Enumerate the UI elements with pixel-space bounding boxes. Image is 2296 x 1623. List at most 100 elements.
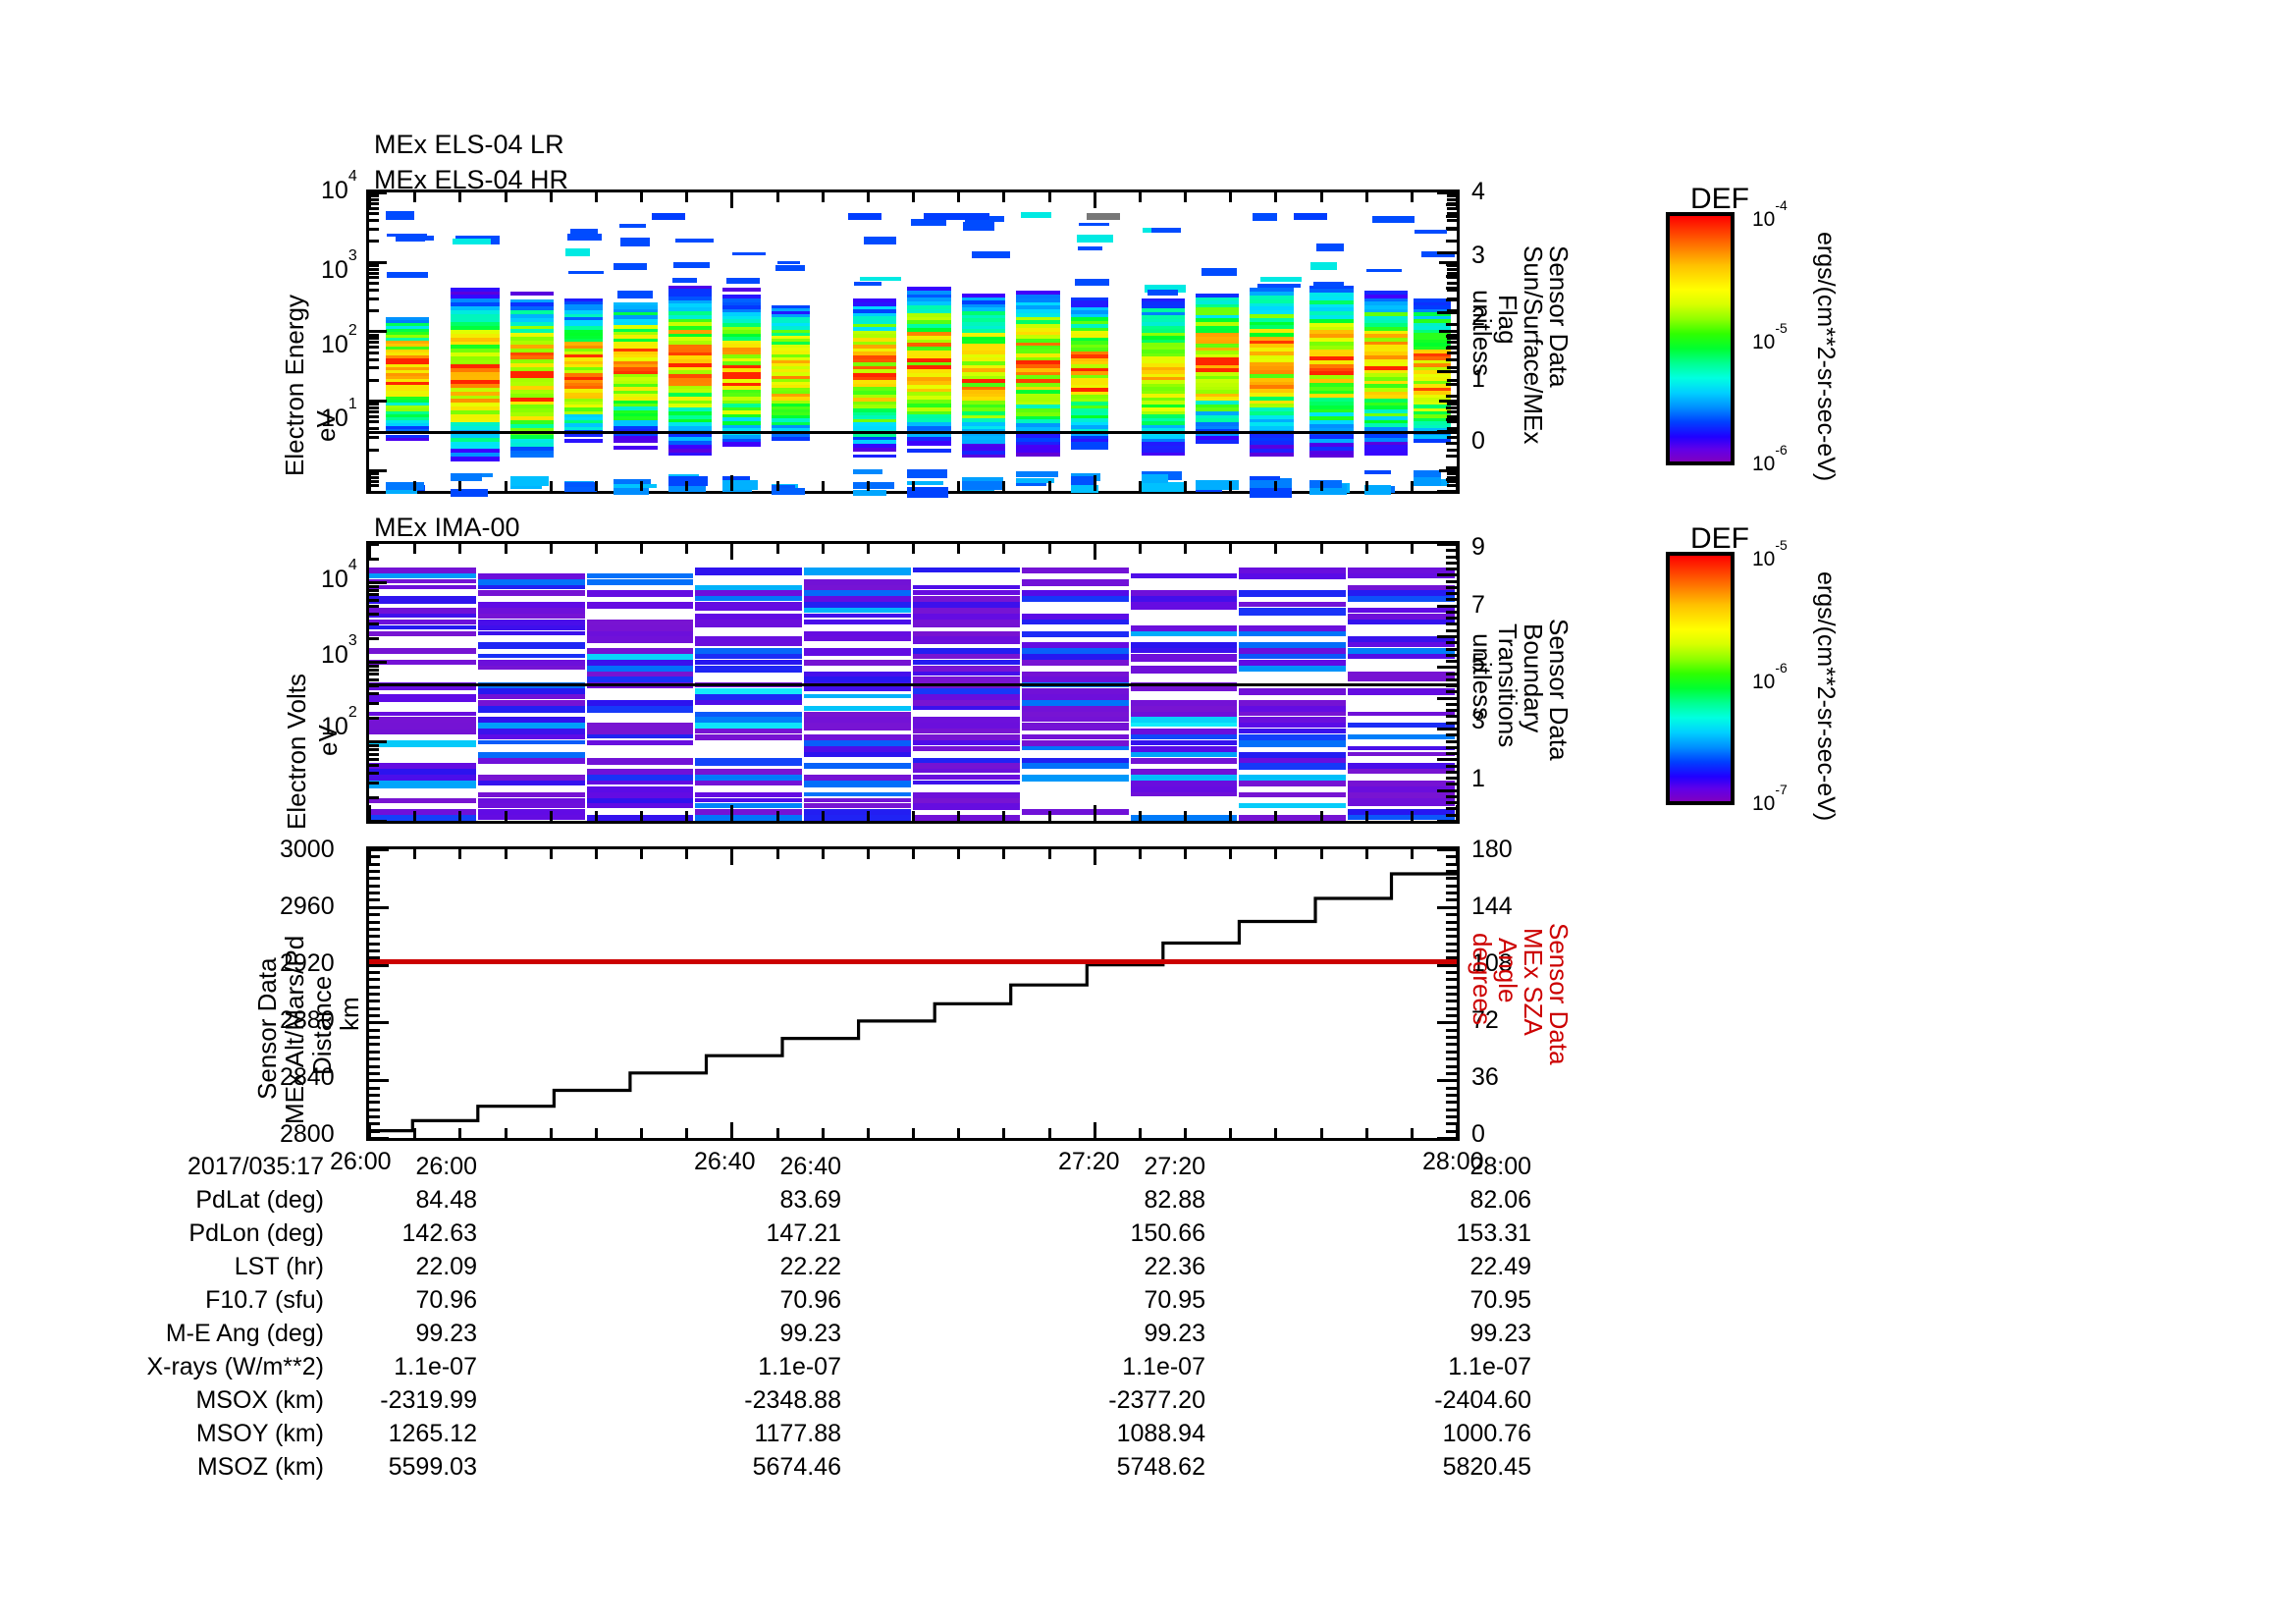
spectrogram-band (369, 596, 476, 605)
spectrogram-band (510, 366, 555, 372)
spectrogram-band (1363, 362, 1409, 367)
spectrogram-band (1021, 775, 1129, 782)
spectrogram-band (510, 344, 555, 350)
spectrogram-band (667, 344, 712, 350)
axis-tick (1437, 543, 1457, 546)
spectrogram-band (771, 345, 810, 349)
axis-tick (369, 598, 379, 602)
spectrogram-band (913, 769, 1020, 774)
spectrogram-blip (777, 260, 801, 264)
alt-ytick-2960: 2960 (280, 893, 335, 920)
axis-tick (1456, 544, 1459, 560)
spectrogram-band (853, 433, 897, 438)
spectrogram-band (853, 405, 897, 409)
sza-rtick-36: 36 (1471, 1063, 1499, 1091)
spectrogram-band (477, 590, 585, 596)
spectrogram-band (1309, 394, 1354, 399)
spectrogram-band (1309, 386, 1354, 392)
spectrogram-blip-low (564, 487, 599, 492)
spectrogram-band (1363, 369, 1409, 374)
spectrogram-band (564, 310, 604, 315)
spectrogram-band (1016, 390, 1060, 395)
spectrogram-band (1130, 739, 1238, 745)
axis-tick (821, 811, 825, 821)
spectrogram-band (369, 694, 476, 702)
sza-reference-line (369, 959, 1457, 965)
spectrogram-band (451, 310, 500, 315)
spectrogram-band (586, 803, 694, 808)
axis-tick (640, 544, 643, 554)
axis-tick (1446, 322, 1457, 326)
els-spectrogram-column (961, 293, 1006, 459)
spectrogram-band (477, 717, 585, 723)
spectrogram-band (1348, 572, 1455, 579)
spectrogram-band (1309, 382, 1354, 388)
spectrogram-band (771, 317, 810, 321)
axis-tick (640, 1128, 643, 1138)
axis-tick (1446, 1028, 1457, 1032)
els-spectrogram-column (510, 284, 555, 459)
spectrogram-band (853, 362, 897, 367)
spectrogram-band (614, 312, 658, 316)
spectrogram-band (614, 351, 658, 355)
spectrogram-band (1016, 423, 1060, 428)
spectrogram-band (369, 568, 476, 574)
table-cell: 22.36 (1144, 1253, 1205, 1280)
colorbar-els-mid-label: 10-5 (1752, 320, 1788, 353)
spectrogram-band (451, 375, 500, 381)
axis-tick (1446, 628, 1457, 632)
panel-ima-plot-area[interactable] (366, 541, 1460, 824)
spectrogram-blip-low (1250, 475, 1281, 481)
axis-tick (369, 757, 379, 761)
spectrogram-band (667, 326, 712, 331)
spectrogram-band (771, 421, 810, 426)
spectrogram-band (1196, 421, 1240, 427)
axis-tick (369, 288, 379, 292)
spectrogram-band (771, 323, 810, 327)
spectrogram-band (1016, 339, 1060, 344)
spectrogram-band (1363, 395, 1409, 400)
spectrogram-band (1309, 356, 1354, 361)
axis-tick (1138, 811, 1142, 821)
axis-tick (685, 811, 689, 821)
axis-tick (866, 811, 870, 821)
spectrogram-blip (1313, 281, 1345, 288)
spectrogram-blip (860, 276, 901, 282)
spectrogram-band (853, 411, 897, 416)
spectrogram-band (961, 311, 1006, 316)
els-spectrogram-column (1070, 297, 1109, 453)
spectrogram-band (614, 348, 658, 352)
spectrogram-band (586, 676, 694, 684)
spectrogram-band (804, 711, 911, 720)
spectrogram-blip-low (722, 475, 751, 483)
axis-tick (369, 795, 379, 799)
spectrogram-band (667, 445, 712, 450)
spectrogram-band (477, 757, 585, 765)
axis-tick (1002, 811, 1006, 821)
spectrogram-band (667, 441, 712, 446)
spectrogram-blip-low (907, 487, 949, 499)
spectrogram-band (1070, 398, 1109, 403)
spectrogram-band (1021, 648, 1129, 654)
spectrogram-band (477, 780, 585, 786)
spectrogram-band (1309, 446, 1354, 452)
spectrogram-band (853, 354, 897, 360)
spectrogram-band (1070, 351, 1109, 355)
panel-alt-plot-area[interactable] (366, 846, 1460, 1141)
ima-rtick-1: 1 (1471, 765, 1485, 792)
spectrogram-band (961, 325, 1006, 330)
spectrogram-band (1363, 330, 1409, 335)
spectrogram-blip (614, 262, 647, 270)
spectrogram-blip (1144, 285, 1186, 294)
spectrogram-band (1413, 343, 1452, 348)
spectrogram-band (913, 608, 1020, 614)
spectrogram-band (477, 572, 585, 580)
spectrogram-band (1413, 366, 1452, 371)
axis-tick (369, 664, 379, 668)
axis-tick (1446, 568, 1457, 571)
spectrogram-band (695, 791, 803, 797)
panel-els-plot-area[interactable] (366, 189, 1460, 499)
spectrogram-band (1070, 354, 1109, 359)
spectrogram-band (913, 699, 1020, 709)
spectrogram-band (1070, 297, 1109, 301)
